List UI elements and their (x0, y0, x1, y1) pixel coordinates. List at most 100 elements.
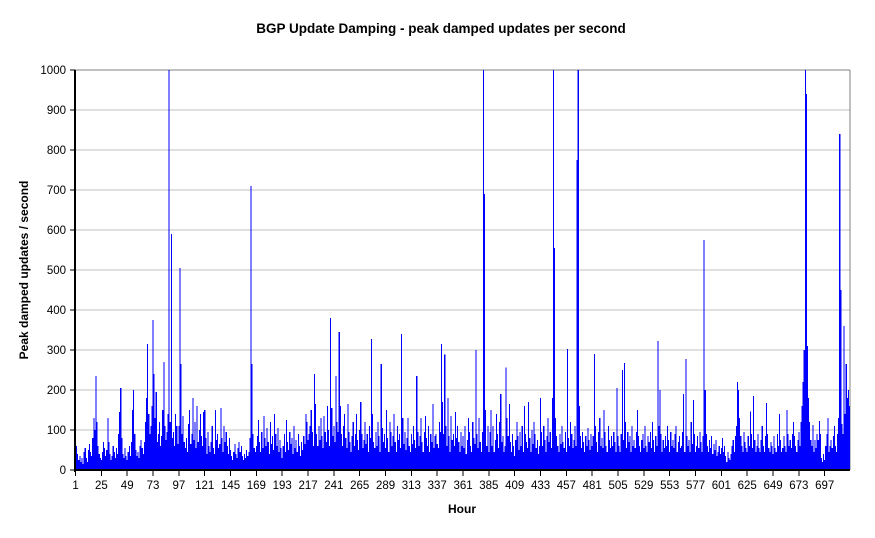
bar (743, 432, 745, 470)
bar (461, 446, 463, 470)
bar (523, 406, 525, 470)
bar (137, 452, 139, 470)
bar (466, 440, 468, 470)
bar (435, 434, 437, 470)
bar (599, 418, 601, 470)
bar (477, 448, 479, 470)
bar (724, 446, 726, 470)
bar (169, 422, 171, 470)
bar (126, 460, 128, 470)
bar (340, 434, 342, 470)
bar (377, 422, 379, 470)
bar (200, 436, 203, 470)
bar (646, 452, 648, 470)
bar (736, 382, 739, 470)
bar (780, 440, 782, 470)
bar (527, 448, 529, 470)
bar (754, 440, 756, 470)
tick-labels: 0 100 200 300 400 500 600 700 800 900 1000 1 25 49 73 9… (40, 65, 834, 492)
bar (175, 414, 177, 470)
bar (514, 456, 516, 470)
bar (115, 448, 117, 470)
bar (330, 318, 332, 470)
bar (667, 426, 669, 470)
bar (476, 434, 478, 470)
bar (600, 446, 602, 470)
bar (450, 416, 452, 470)
bar (846, 398, 848, 470)
bar (474, 444, 476, 470)
bar (720, 448, 722, 470)
bar (452, 434, 454, 470)
bar (208, 446, 210, 470)
bar (374, 448, 376, 470)
bar (440, 344, 443, 470)
bar (122, 454, 124, 470)
bar (88, 444, 91, 470)
x-tick-label: 241 (324, 480, 343, 492)
x-tick-label: 601 (712, 480, 731, 492)
bar (306, 422, 308, 470)
bar (445, 426, 447, 470)
bar (612, 446, 614, 470)
bar (206, 454, 208, 470)
bar (550, 448, 552, 470)
x-tick-label: 73 (147, 480, 160, 492)
bar (332, 436, 334, 470)
bar (630, 452, 632, 470)
bar (460, 432, 462, 470)
bar (728, 458, 730, 470)
bar (740, 436, 742, 470)
bar (264, 438, 266, 470)
x-tick-label: 697 (815, 480, 834, 492)
bar (303, 436, 305, 470)
bar (662, 440, 664, 470)
bar (171, 438, 173, 470)
bar (681, 446, 683, 470)
bar (308, 434, 310, 470)
bar (719, 454, 721, 470)
bar (233, 452, 235, 470)
bar (388, 452, 390, 470)
bar (415, 448, 417, 470)
bar (692, 400, 694, 470)
bar (560, 444, 562, 470)
bar (482, 70, 485, 470)
bar (755, 452, 757, 470)
bar (373, 442, 375, 470)
bar (544, 440, 546, 470)
bar (611, 436, 613, 470)
bar (385, 448, 387, 470)
bar (391, 446, 393, 470)
bar (245, 458, 247, 470)
bar (618, 446, 620, 470)
bar (464, 426, 466, 470)
bar (331, 408, 333, 470)
bar (810, 440, 812, 470)
bar (683, 394, 685, 470)
bar (107, 418, 109, 470)
data-bars (75, 70, 850, 470)
bar (820, 458, 823, 470)
bar (631, 426, 633, 470)
bar (501, 442, 503, 470)
bar (564, 432, 566, 470)
bar (380, 364, 382, 470)
bar (220, 408, 222, 470)
bar (163, 362, 165, 470)
bar (230, 450, 232, 470)
y-tick-label: 500 (47, 265, 66, 277)
bar (387, 438, 389, 470)
x-tick-label: 193 (273, 480, 292, 492)
bar (486, 446, 488, 470)
bar (570, 422, 572, 470)
bar (298, 446, 300, 470)
bar (750, 434, 753, 470)
bar (106, 450, 108, 470)
bar (783, 436, 785, 470)
bar (777, 446, 779, 470)
bar (196, 406, 198, 470)
bar (745, 448, 747, 470)
bar (492, 426, 494, 470)
bar (297, 434, 299, 470)
